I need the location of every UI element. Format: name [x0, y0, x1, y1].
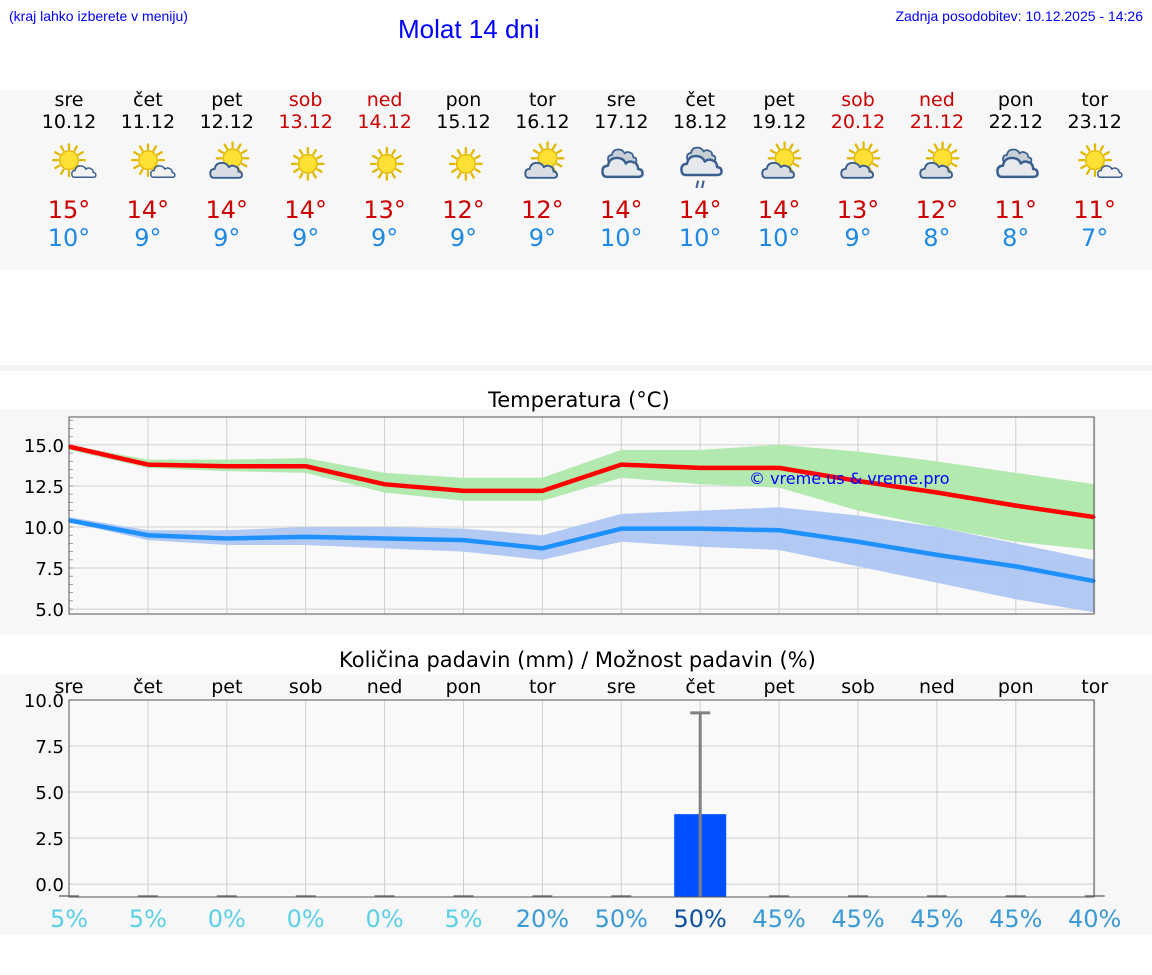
min-temperature: 10° — [600, 224, 643, 252]
temperature-chart-title: Temperatura (°C) — [488, 388, 670, 412]
cloudy-icon — [976, 136, 1056, 196]
max-temperature: 12° — [915, 196, 959, 224]
day-date: 17.12 — [594, 111, 649, 133]
day-column: ned 21.12 12° 8° — [897, 90, 977, 252]
day-date: 20.12 — [830, 111, 886, 133]
sun-icon — [424, 136, 504, 196]
max-temperature: 11° — [1073, 196, 1116, 224]
day-column: sre 10.12 15° 10° — [29, 90, 109, 252]
day-date: 23.12 — [1067, 111, 1122, 133]
temperature-chart-band — [0, 409, 1152, 635]
day-name: sob — [288, 89, 323, 111]
page-title: Molat 14 dni — [398, 14, 540, 44]
max-temperature: 12° — [521, 196, 564, 224]
day-date: 19.12 — [751, 111, 807, 133]
day-name: sre — [54, 89, 84, 111]
day-date: 15.12 — [436, 111, 491, 133]
min-temperature: 9° — [528, 224, 557, 252]
day-date: 16.12 — [515, 111, 570, 133]
day-name: čet — [133, 89, 163, 111]
day-name: pon — [445, 89, 482, 111]
day-name: ned — [918, 89, 955, 111]
max-temperature: 14° — [126, 196, 170, 224]
sun-icon — [345, 136, 425, 196]
day-column: čet 18.12 14° 10° — [660, 90, 740, 252]
day-name: sob — [841, 89, 875, 111]
max-temperature: 14° — [757, 196, 801, 224]
cloudy-icon — [581, 136, 661, 196]
max-temperature: 14° — [205, 196, 249, 224]
day-date: 14.12 — [357, 111, 412, 133]
max-temperature: 13° — [836, 196, 880, 224]
last-updated: Zadnja posodobitev: 10.12.2025 - 14:26 — [895, 8, 1143, 24]
day-name: tor — [1081, 89, 1109, 111]
day-name: pet — [211, 89, 243, 111]
day-name: pon — [997, 89, 1034, 111]
day-column: tor 23.12 11° 7° — [1055, 90, 1135, 252]
max-temperature: 14° — [678, 196, 722, 224]
day-column: pon 15.12 12° 9° — [424, 90, 504, 252]
max-temperature: 15° — [47, 196, 91, 224]
sun-cloud-icon — [818, 136, 898, 196]
day-column: čet 11.12 14° 9° — [108, 90, 188, 252]
day-date: 18.12 — [672, 111, 728, 133]
day-name: sre — [606, 89, 636, 111]
max-temperature: 11° — [994, 196, 1038, 224]
day-column: ned 14.12 13° 9° — [345, 90, 425, 252]
day-column: pet 12.12 14° 9° — [187, 90, 267, 252]
day-name: tor — [528, 89, 556, 111]
precipitation-chart-band — [0, 675, 1152, 935]
sun-small-cloud-icon — [108, 136, 188, 196]
day-date: 10.12 — [41, 111, 97, 133]
min-temperature: 10° — [47, 224, 91, 252]
min-temperature: 10° — [757, 224, 801, 252]
day-name: pet — [763, 89, 795, 111]
sun-cloud-icon — [897, 136, 977, 196]
day-date: 21.12 — [909, 111, 965, 133]
day-date: 13.12 — [278, 111, 333, 133]
sun-small-cloud-icon — [1055, 136, 1135, 196]
min-temperature: 9° — [134, 224, 162, 252]
max-temperature: 14° — [284, 196, 327, 224]
rain-cloud-icon — [660, 136, 740, 196]
min-temperature: 10° — [678, 224, 722, 252]
precipitation-chart-title: Količina padavin (mm) / Možnost padavin … — [339, 648, 816, 672]
sun-cloud-icon — [187, 136, 267, 196]
location-menu-hint: (kraj lahko izberete v meniju) — [9, 8, 188, 24]
sun-cloud-icon — [502, 136, 582, 196]
day-column: pon 22.12 11° 8° — [976, 90, 1056, 252]
min-temperature: 8° — [923, 224, 951, 252]
min-temperature: 9° — [844, 224, 872, 252]
max-temperature: 12° — [442, 196, 485, 224]
day-column: sob 20.12 13° 9° — [818, 90, 898, 252]
day-column: pet 19.12 14° 10° — [739, 90, 819, 252]
section-divider — [0, 365, 1152, 371]
day-name: čet — [685, 89, 715, 111]
min-temperature: 7° — [1081, 224, 1109, 252]
sun-icon — [266, 136, 346, 196]
day-name: ned — [366, 89, 403, 111]
min-temperature: 9° — [213, 224, 241, 252]
day-column: tor 16.12 12° 9° — [502, 90, 582, 252]
sun-cloud-icon — [739, 136, 819, 196]
day-column: sob 13.12 14° 9° — [266, 90, 346, 252]
min-temperature: 8° — [1002, 224, 1030, 252]
day-date: 12.12 — [199, 111, 254, 133]
daily-forecast-band — [0, 90, 1152, 270]
day-date: 22.12 — [988, 111, 1043, 133]
min-temperature: 9° — [370, 224, 399, 252]
min-temperature: 9° — [292, 224, 320, 252]
max-temperature: 14° — [600, 196, 643, 224]
day-date: 11.12 — [120, 111, 176, 133]
sun-small-cloud-icon — [29, 136, 109, 196]
day-column: sre 17.12 14° 10° — [581, 90, 661, 252]
max-temperature: 13° — [363, 196, 406, 224]
min-temperature: 9° — [449, 224, 478, 252]
